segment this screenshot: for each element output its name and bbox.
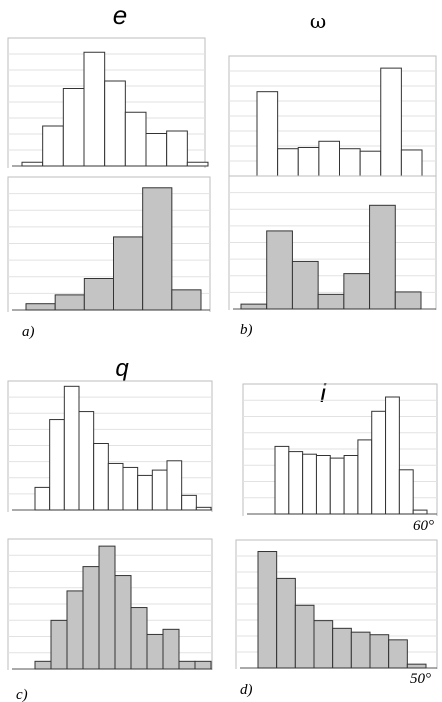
histogram-bar bbox=[42, 125, 64, 167]
histogram-bar bbox=[130, 607, 148, 670]
histogram-bar bbox=[114, 575, 132, 670]
histogram-bar bbox=[398, 469, 414, 515]
histogram-bar bbox=[406, 663, 427, 669]
histogram-a-top bbox=[7, 37, 209, 168]
histogram-bar bbox=[21, 161, 44, 167]
histogram-bar bbox=[288, 451, 304, 515]
plot-frame bbox=[7, 176, 211, 312]
histogram-bar bbox=[166, 130, 188, 167]
histogram-bar bbox=[93, 443, 109, 511]
histogram-bar bbox=[332, 627, 352, 669]
panel-label-c: c) bbox=[16, 687, 28, 702]
panel-label-b: b) bbox=[240, 322, 253, 338]
title-d: i bbox=[320, 378, 327, 408]
histogram-bar bbox=[343, 273, 371, 310]
plot-frame bbox=[7, 37, 206, 168]
histogram-bar bbox=[380, 67, 402, 177]
histogram-c-top bbox=[7, 380, 213, 512]
histogram-bar bbox=[195, 506, 212, 511]
histogram-bar bbox=[34, 660, 52, 670]
plot-frame bbox=[228, 55, 437, 180]
histogram-bar bbox=[98, 545, 116, 670]
histogram-bar bbox=[49, 419, 65, 511]
histogram-bar bbox=[151, 469, 168, 511]
histogram-panels bbox=[7, 37, 438, 670]
histogram-bar bbox=[400, 149, 423, 177]
histogram-bar bbox=[315, 455, 331, 515]
histogram-bar bbox=[388, 639, 408, 669]
histogram-bar bbox=[104, 80, 126, 167]
title-b: ω bbox=[310, 9, 326, 33]
histogram-bar bbox=[294, 604, 315, 669]
histogram-bar bbox=[359, 150, 382, 177]
histogram-bar bbox=[25, 303, 56, 311]
histogram-bar bbox=[339, 148, 361, 177]
histogram-bar bbox=[369, 204, 396, 310]
histogram-bar bbox=[66, 590, 84, 670]
panel-label-a: a) bbox=[22, 324, 35, 340]
histogram-bar bbox=[412, 509, 428, 515]
histogram-bar bbox=[178, 660, 196, 670]
panel-label-d: d) bbox=[240, 682, 253, 698]
histogram-bar bbox=[145, 133, 168, 167]
histogram-bar bbox=[122, 466, 139, 511]
histogram-bar bbox=[350, 631, 371, 669]
histogram-bar bbox=[54, 294, 85, 311]
histogram-bar bbox=[62, 88, 85, 167]
histogram-bar bbox=[357, 439, 373, 515]
histogram-bar bbox=[317, 293, 345, 310]
histogram-bar bbox=[291, 260, 319, 310]
histogram-bar bbox=[318, 140, 341, 177]
histogram-bar bbox=[83, 278, 115, 311]
histogram-bar bbox=[240, 303, 268, 310]
histogram-bar bbox=[181, 494, 197, 511]
title-c: q bbox=[115, 355, 129, 382]
histogram-bar bbox=[276, 577, 296, 669]
histogram-bar bbox=[171, 289, 202, 311]
histogram-bar bbox=[78, 411, 95, 511]
histogram-bar bbox=[82, 566, 100, 670]
histogram-bar bbox=[257, 551, 278, 669]
title-a: e bbox=[113, 0, 127, 30]
histogram-a-bottom bbox=[7, 176, 211, 312]
histogram-bar bbox=[256, 91, 279, 177]
histogram-bar bbox=[302, 453, 317, 515]
histogram-bar bbox=[329, 457, 345, 515]
plot-frame bbox=[242, 383, 438, 516]
histogram-bar bbox=[50, 619, 68, 670]
histogram-bar bbox=[83, 51, 106, 167]
histogram-bar bbox=[369, 634, 390, 669]
histogram-bar bbox=[124, 111, 147, 167]
histogram-bar bbox=[277, 148, 299, 177]
histogram-bar bbox=[63, 385, 80, 511]
histogram-bar bbox=[385, 396, 400, 515]
histogram-bar bbox=[313, 620, 334, 669]
histogram-d-top bbox=[242, 383, 438, 516]
axis-note-50: 50° bbox=[410, 671, 431, 687]
histogram-bar bbox=[166, 460, 183, 511]
plot-frame bbox=[7, 380, 213, 512]
histogram-bar bbox=[186, 161, 209, 167]
histogram-b-top bbox=[228, 55, 437, 180]
histogram-c-bottom bbox=[7, 538, 213, 670]
axis-note-60: 60° bbox=[413, 518, 434, 534]
histogram-bar bbox=[274, 445, 290, 515]
histogram-bar bbox=[194, 660, 212, 670]
histogram-bar bbox=[162, 628, 180, 670]
histogram-bar bbox=[34, 486, 51, 511]
histogram-bar bbox=[266, 230, 293, 310]
histogram-b-bottom bbox=[228, 175, 437, 310]
histogram-bar bbox=[343, 455, 359, 515]
histogram-bar bbox=[371, 410, 387, 515]
histogram-bar bbox=[297, 146, 320, 177]
histogram-bar bbox=[394, 291, 422, 310]
histogram-bar bbox=[107, 462, 124, 511]
histogram-d-bottom bbox=[235, 539, 438, 669]
histogram-bar bbox=[113, 236, 144, 311]
histogram-bar bbox=[146, 633, 164, 670]
histogram-bar bbox=[142, 187, 173, 311]
histogram-bar bbox=[137, 474, 153, 511]
